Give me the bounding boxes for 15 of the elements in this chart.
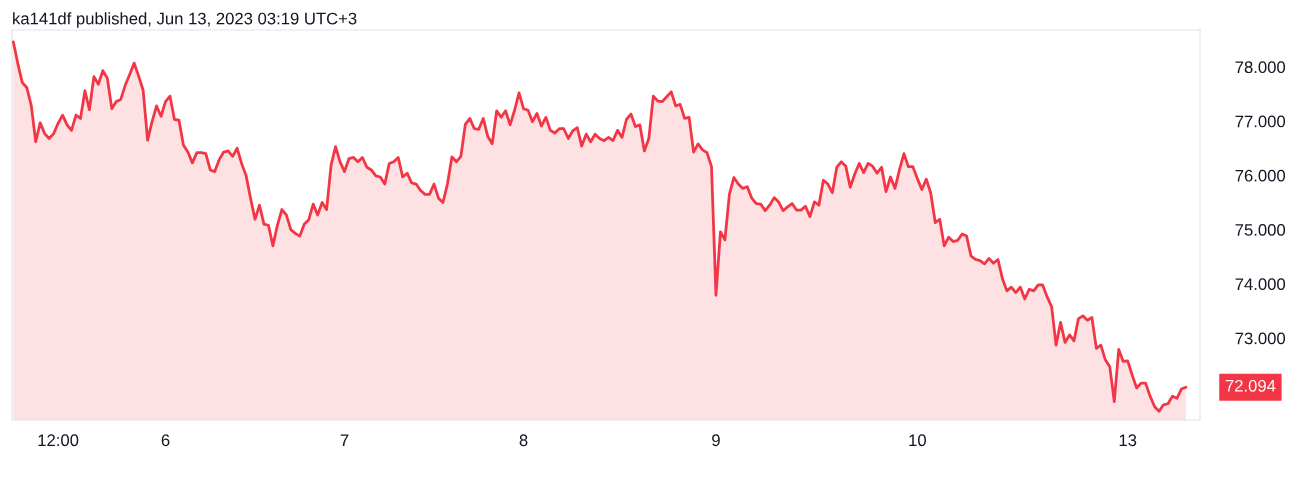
- x-tick-label: 10: [909, 434, 926, 447]
- y-tick-label: 78.000: [1235, 61, 1286, 74]
- x-tick-label: 12:00: [38, 434, 79, 447]
- x-tick-label: 8: [519, 434, 528, 447]
- chart-title: ka141df published, Jun 13, 2023 03:19 UTC+3: [13, 12, 357, 28]
- x-tick-label: 6: [161, 434, 170, 447]
- x-tick-label: 13: [1119, 434, 1137, 447]
- y-tick-label: 77.000: [1235, 115, 1286, 128]
- x-tick-label: 9: [712, 434, 720, 447]
- y-tick-label: 75.000: [1235, 224, 1286, 236]
- y-tick-label: 74.000: [1235, 278, 1286, 291]
- x-tick-label: 7: [340, 434, 349, 446]
- text: 72.094: [1225, 379, 1276, 392]
- y-tick-label: 73.000: [1235, 332, 1286, 345]
- y-tick-label: 76.000: [1235, 169, 1286, 182]
